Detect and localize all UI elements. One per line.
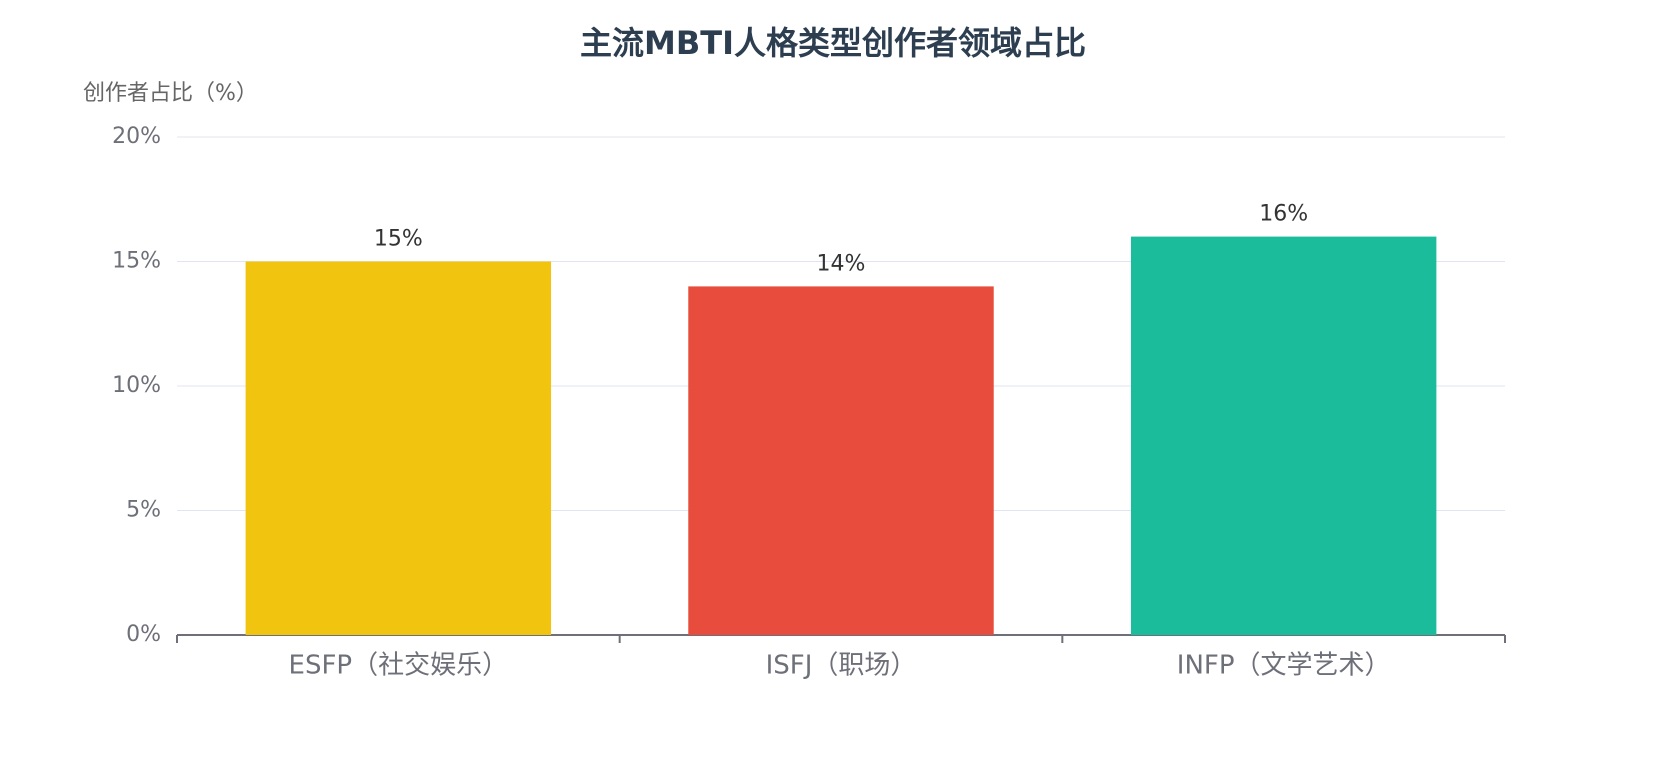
x-tick-label: INFP（文学艺术） bbox=[1177, 651, 1391, 681]
value-label: 16% bbox=[1259, 202, 1308, 227]
chart-title: 主流MBTI人格类型创作者领域占比 bbox=[580, 24, 1086, 62]
y-tick-label: 15% bbox=[112, 249, 161, 274]
y-axis-label: 创作者占比（%） bbox=[83, 81, 258, 106]
y-tick-label: 20% bbox=[112, 124, 161, 149]
x-tick-label: ISFJ（职场） bbox=[766, 651, 917, 681]
y-tick-label: 0% bbox=[126, 622, 161, 647]
x-tick-label: ESFP（社交娱乐） bbox=[289, 651, 509, 681]
bar bbox=[245, 261, 552, 635]
value-label: 15% bbox=[374, 227, 423, 252]
y-tick-label: 10% bbox=[112, 373, 161, 398]
bar bbox=[688, 286, 994, 635]
y-tick-label: 5% bbox=[126, 498, 161, 523]
bar bbox=[1130, 236, 1437, 635]
value-label: 14% bbox=[817, 251, 866, 276]
